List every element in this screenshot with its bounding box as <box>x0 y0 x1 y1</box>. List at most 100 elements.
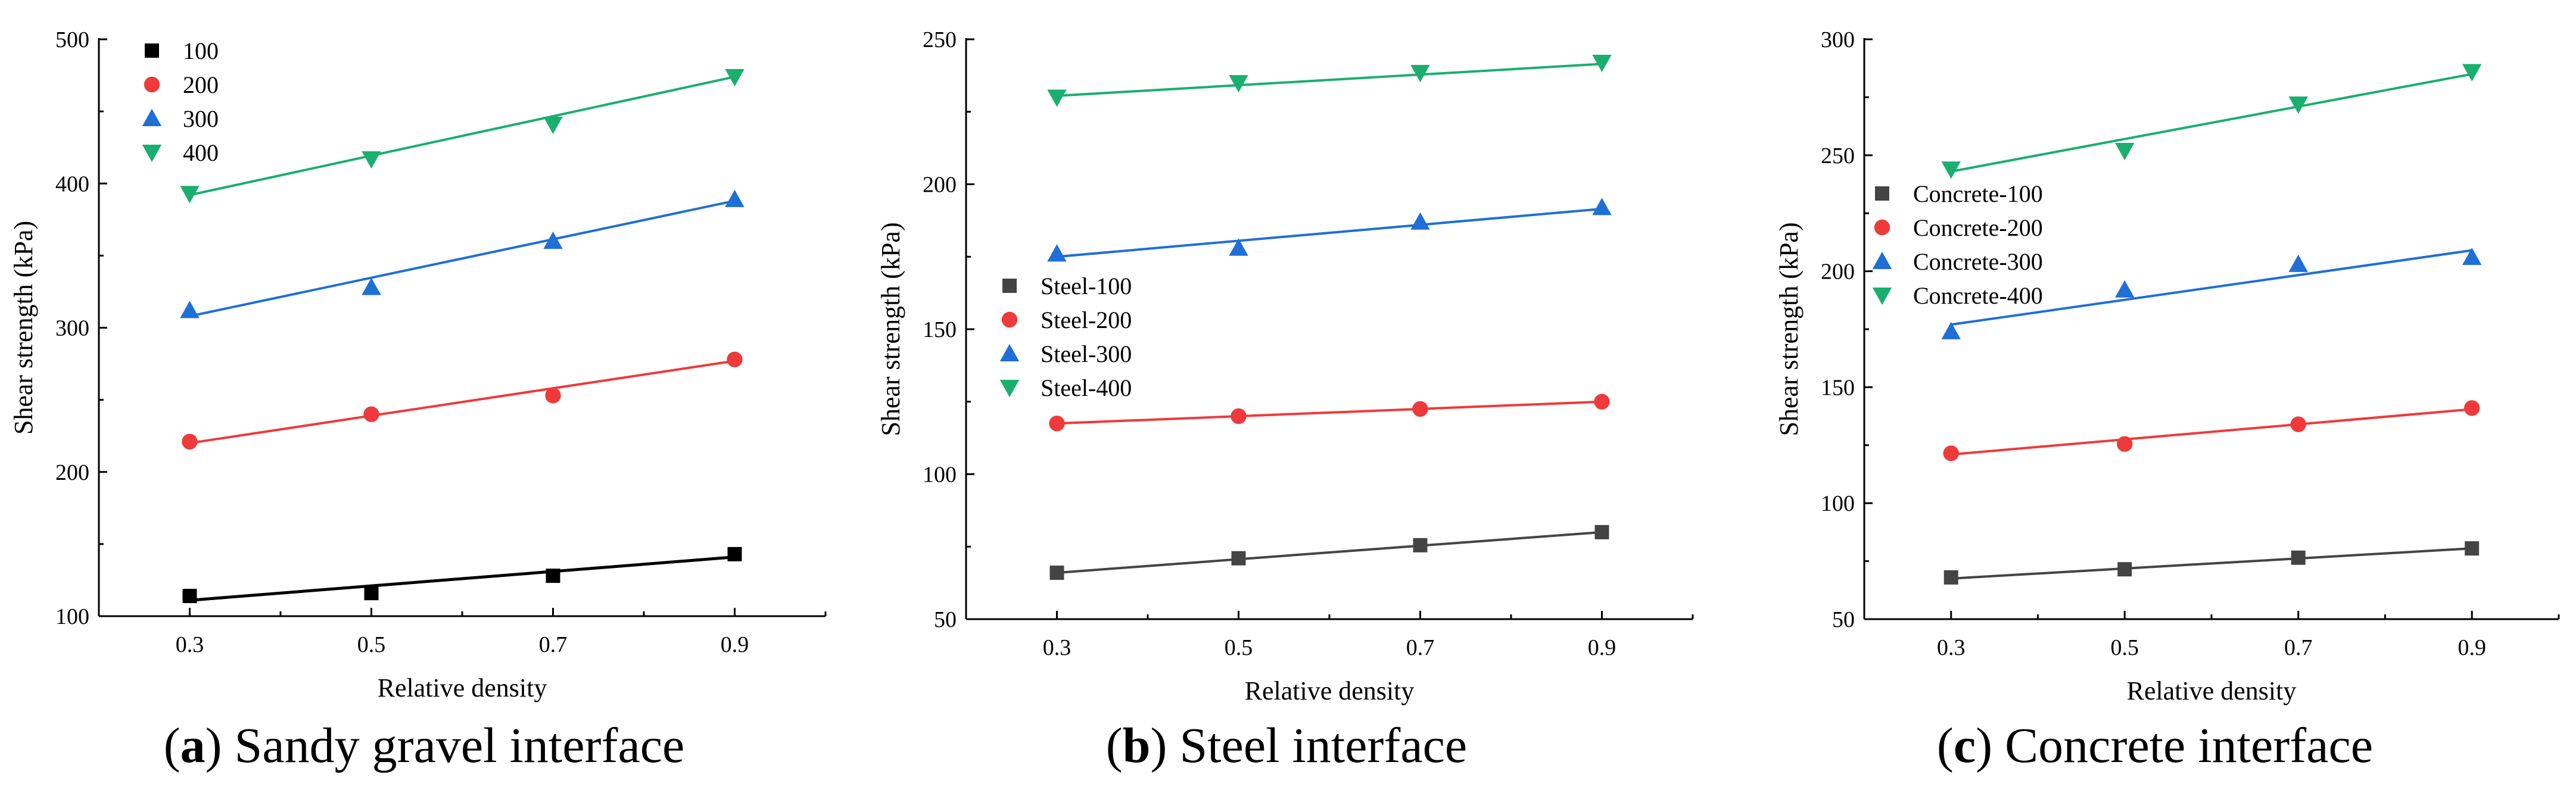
x-tick-label: 0.3 <box>1937 635 1966 660</box>
y-tick-label: 150 <box>1821 375 1855 400</box>
chart-panel-b: 50 100 150 200 250 0.3 0.5 0.7 0.9 Relative densi… <box>876 27 1694 773</box>
y-axis-label: Shear strength (kPa) <box>9 221 38 435</box>
series-300 <box>180 189 745 319</box>
data-point <box>1231 408 1247 424</box>
data-point <box>545 388 561 404</box>
legend-label: 300 <box>183 105 219 132</box>
legend-label: 100 <box>183 38 219 64</box>
caption-letter: a <box>180 718 205 773</box>
y-tick-label: 100 <box>923 463 957 488</box>
x-axis-label: Relative density <box>1245 676 1415 705</box>
chart-panel-c: 50 100 150 200 250 300 0.3 0.5 0.7 0.9 Relative de… <box>1774 27 2560 773</box>
legend-marker <box>1002 279 1017 293</box>
legend-marker <box>1872 288 1892 305</box>
data-point <box>1941 161 1961 179</box>
legend-marker <box>145 43 159 58</box>
data-point <box>1410 65 1430 83</box>
legend-label: Steel-400 <box>1041 374 1132 401</box>
y-tick-label: 50 <box>934 607 957 632</box>
x-tick-label: 0.9 <box>2458 635 2487 660</box>
data-point <box>180 301 200 319</box>
y-tick-label: 50 <box>1832 607 1855 632</box>
x-tick-label: 0.3 <box>176 632 204 657</box>
y-tick-label: 150 <box>923 317 957 342</box>
fit-line <box>189 76 735 196</box>
data-point <box>1594 394 1610 410</box>
series-100 <box>182 547 742 604</box>
legend-marker <box>1872 251 1892 269</box>
x-tick-label: 0.3 <box>1043 635 1071 660</box>
legend: Concrete-100 Concrete-200 Concrete-300 Conc… <box>1872 180 2043 309</box>
data-point <box>1592 55 1612 73</box>
legend-marker <box>144 76 160 93</box>
y-axis-label: Shear strength (kPa) <box>876 222 905 436</box>
x-tick-label: 0.5 <box>1225 635 1253 660</box>
data-point <box>2115 143 2135 161</box>
caption-paren: ( <box>1106 718 1123 773</box>
data-point <box>1047 89 1067 107</box>
data-point <box>182 589 197 604</box>
legend-label: Concrete-200 <box>1913 214 2043 241</box>
data-point <box>1943 570 1958 585</box>
y-tick-label: 200 <box>55 460 89 485</box>
legend-marker <box>1874 219 1890 236</box>
data-point <box>1941 321 1961 339</box>
y-tick-label: 100 <box>1821 491 1855 516</box>
legend-marker <box>1001 311 1018 328</box>
fit-line <box>1951 249 2472 326</box>
data-point <box>725 189 745 207</box>
fit-line <box>1057 63 1602 97</box>
y-tick-label: 200 <box>1821 260 1855 285</box>
legend-label: Concrete-400 <box>1913 282 2043 309</box>
fit-line <box>189 555 735 602</box>
caption-paren: ) <box>1976 718 2005 773</box>
legend-label: Concrete-100 <box>1913 180 2043 207</box>
data-point <box>2462 64 2482 82</box>
legend-marker <box>1875 186 1889 201</box>
fit-line <box>1057 400 1602 425</box>
series-Concrete-100 <box>1943 541 2480 585</box>
x-axis-label: Relative density <box>2127 676 2297 705</box>
data-point <box>1594 524 1609 539</box>
series-200 <box>182 351 743 450</box>
y-tick-label: 500 <box>55 27 89 52</box>
legend-label: Steel-100 <box>1041 273 1132 299</box>
legend-marker <box>999 344 1020 361</box>
x-axis-label: Relative density <box>378 673 547 702</box>
data-point <box>546 569 560 583</box>
y-tick-label: 200 <box>923 173 957 198</box>
data-point <box>1412 401 1428 417</box>
data-point <box>2117 562 2132 577</box>
data-point <box>362 151 381 169</box>
panel-caption: (b) Steel interface <box>1106 718 1467 773</box>
x-tick-label: 0.7 <box>2284 635 2313 660</box>
caption-text: Concrete interface <box>2005 718 2373 773</box>
legend: 100 200 300 400 <box>142 38 219 166</box>
data-point <box>180 186 200 204</box>
data-point <box>2462 248 2482 266</box>
legend-label: 400 <box>183 139 219 166</box>
data-point <box>363 406 379 423</box>
data-point <box>725 69 745 87</box>
series-Steel-100 <box>1049 524 1609 580</box>
series-Concrete-200 <box>1943 400 2480 461</box>
x-tick-label: 0.9 <box>1588 635 1616 660</box>
x-tick-label: 0.5 <box>2111 635 2139 660</box>
y-tick-label: 300 <box>55 316 89 341</box>
legend-marker <box>142 145 162 163</box>
y-tick-label: 250 <box>1821 143 1855 168</box>
data-point <box>2465 541 2480 556</box>
fit-line <box>1057 530 1602 574</box>
y-axis-label: Shear strength (kPa) <box>1774 222 1803 436</box>
data-point <box>1943 445 1959 461</box>
data-point <box>2288 96 2308 114</box>
data-point <box>2117 436 2133 452</box>
series-Steel-300 <box>1047 198 1612 262</box>
data-point <box>1047 244 1067 262</box>
series-400 <box>180 69 745 204</box>
y-tick-label: 400 <box>55 171 89 196</box>
caption-paren: ) <box>1151 718 1180 773</box>
data-point <box>727 351 743 367</box>
caption-paren: ( <box>164 718 180 773</box>
